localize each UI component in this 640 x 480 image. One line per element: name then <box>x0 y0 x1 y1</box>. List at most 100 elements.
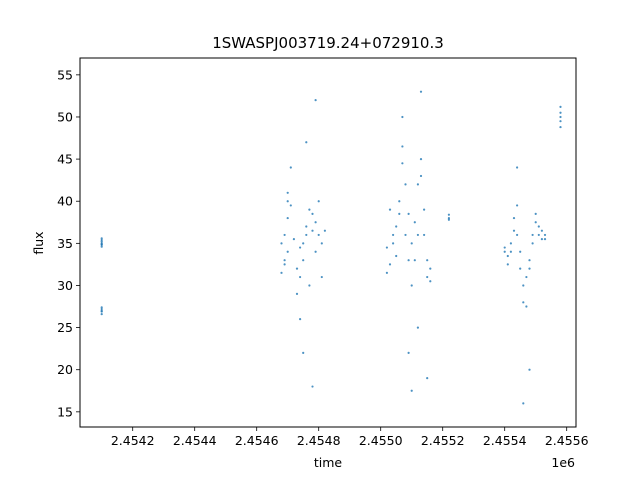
data-point <box>392 242 395 245</box>
data-point <box>531 233 534 237</box>
data-point <box>525 305 528 308</box>
data-point <box>100 310 103 313</box>
data-point <box>447 216 450 220</box>
data-point <box>299 246 302 249</box>
data-point <box>410 284 413 287</box>
data-point <box>388 263 392 266</box>
data-point <box>289 166 292 169</box>
x-tick-label: 2.4546 <box>235 433 279 448</box>
data-point <box>398 200 401 203</box>
data-point <box>401 115 404 119</box>
data-point <box>410 389 413 392</box>
data-point <box>401 145 404 148</box>
data-point <box>413 221 416 224</box>
data-point <box>302 242 305 245</box>
data-point <box>305 233 308 237</box>
y-tick-label: 25 <box>57 320 73 335</box>
data-point <box>286 191 289 194</box>
data-point <box>280 271 283 274</box>
data-point <box>280 242 283 245</box>
data-point <box>516 233 519 237</box>
data-point <box>311 229 314 232</box>
data-point <box>311 385 314 388</box>
data-point <box>314 99 317 102</box>
data-point <box>404 233 407 237</box>
data-point <box>302 351 305 354</box>
data-point <box>295 292 299 295</box>
x-offset-label: 1e6 <box>551 455 575 470</box>
data-point <box>395 254 398 258</box>
data-point <box>506 254 509 258</box>
data-point <box>308 284 311 287</box>
plot-frame <box>79 57 577 428</box>
data-point <box>509 250 512 253</box>
data-point <box>416 183 419 186</box>
data-point <box>299 318 302 321</box>
data-point <box>512 229 516 232</box>
x-tick-label: 2.4554 <box>483 433 527 448</box>
data-point <box>519 250 522 253</box>
data-point <box>447 218 450 221</box>
y-tick-label: 30 <box>57 278 73 293</box>
data-point <box>416 326 419 329</box>
data-point <box>512 216 516 220</box>
data-point <box>314 250 317 253</box>
data-point <box>419 174 423 178</box>
y-tick-label: 45 <box>57 152 73 167</box>
data-point <box>100 240 103 243</box>
data-point <box>283 259 286 262</box>
data-point <box>404 183 407 186</box>
x-tick-label: 2.4552 <box>421 433 465 448</box>
data-point <box>407 212 410 215</box>
data-point <box>528 259 531 262</box>
data-point <box>559 105 562 108</box>
data-point <box>559 111 562 114</box>
y-tick-label: 20 <box>57 362 73 377</box>
data-point <box>519 267 522 270</box>
data-point <box>559 125 562 129</box>
data-point <box>100 313 103 316</box>
data-point <box>305 141 308 144</box>
y-tick-label: 35 <box>57 236 73 251</box>
data-point <box>299 275 302 279</box>
y-tick-label: 50 <box>57 109 73 124</box>
data-point <box>311 212 314 215</box>
data-point <box>320 275 323 279</box>
data-point <box>410 242 413 245</box>
data-point <box>398 212 401 215</box>
data-point <box>522 402 525 405</box>
data-point <box>509 242 512 245</box>
data-point <box>314 221 317 224</box>
data-point <box>295 267 299 270</box>
y-axis-ticks: 15 20 25 30 35 40 45 50 55 <box>57 67 80 419</box>
data-point <box>385 246 388 249</box>
data-point <box>429 280 432 283</box>
data-point <box>286 200 289 203</box>
data-point <box>516 204 519 207</box>
data-point <box>528 368 531 371</box>
x-tick-label: 2.4544 <box>173 433 217 448</box>
data-point <box>426 377 429 380</box>
data-point <box>385 271 388 274</box>
data-point <box>522 284 525 287</box>
x-axis-label: time <box>314 455 343 470</box>
data-point <box>534 212 537 215</box>
x-tick-label: 2.4556 <box>545 433 589 448</box>
x-tick-label: 2.4548 <box>297 433 341 448</box>
data-point <box>516 166 519 169</box>
data-point <box>302 259 305 262</box>
data-point <box>426 275 429 279</box>
y-tick-label: 40 <box>57 194 73 209</box>
y-tick-label: 15 <box>57 404 73 419</box>
data-point <box>537 233 540 237</box>
data-point <box>401 162 404 165</box>
data-point <box>447 213 450 216</box>
data-point <box>392 233 395 237</box>
data-point <box>395 225 398 228</box>
plot-area <box>80 58 576 427</box>
data-point <box>503 246 506 249</box>
data-point <box>506 263 509 266</box>
data-point <box>503 250 506 253</box>
data-point <box>323 229 326 232</box>
